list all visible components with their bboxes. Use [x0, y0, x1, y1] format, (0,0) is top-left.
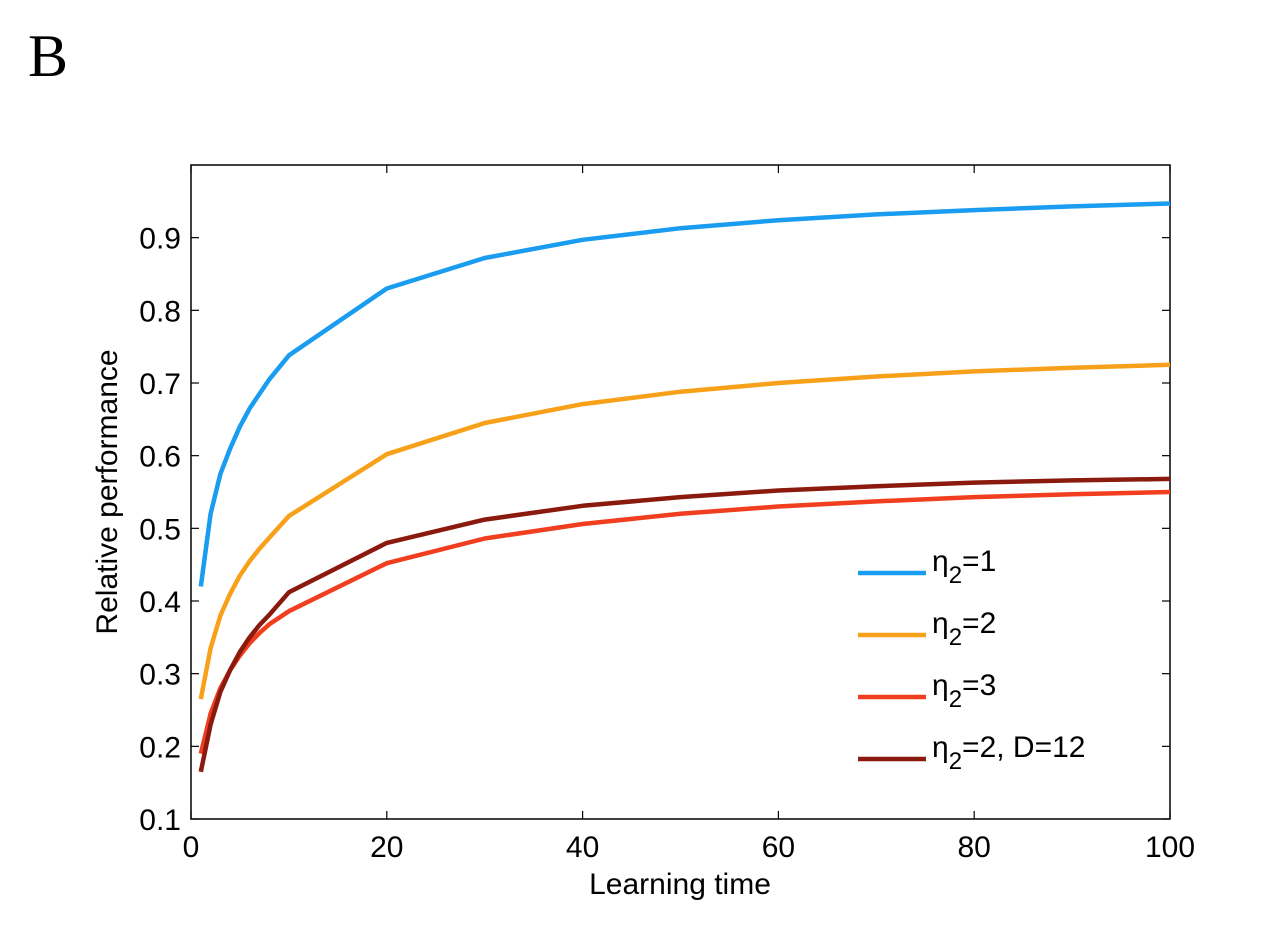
x-tick-label: 0: [183, 831, 200, 864]
panel-label: B: [28, 23, 69, 89]
series-group: [198, 201, 1171, 773]
legend-label: η2=1: [932, 545, 996, 589]
series-line: [198, 476, 1171, 773]
plot-area-frame: [190, 164, 1171, 820]
y-tick-label: 0.9: [139, 223, 181, 256]
y-tick-label: 0.6: [139, 441, 181, 474]
legend-label: η2=3: [932, 669, 996, 713]
x-tick-label: 40: [566, 831, 599, 864]
y-tick-label: 0.8: [139, 295, 181, 328]
y-tick-label: 0.2: [139, 731, 181, 764]
x-tick-label: 100: [1145, 831, 1195, 864]
y-axis-label: Relative performance: [91, 349, 124, 634]
series-line: [198, 201, 1171, 587]
y-tick-label: 0.5: [139, 513, 181, 546]
x-tick-label: 20: [370, 831, 403, 864]
legend-label: η2=2: [932, 607, 996, 651]
y-tick-label: 0.1: [139, 804, 181, 837]
y-axis: 0.1 0.2 0.3 0.4 0.5 0.6 0.7 0.8 0.9: [139, 223, 1170, 837]
x-axis-label: Learning time: [589, 868, 771, 901]
x-tick-label: 80: [958, 831, 991, 864]
series-line: [198, 489, 1171, 755]
y-tick-label: 0.3: [139, 659, 181, 692]
legend-label: η2=2, D=12: [932, 731, 1085, 775]
x-tick-label: 60: [762, 831, 795, 864]
series-line: [198, 362, 1171, 700]
legend: η2=1 η2=2 η2=3 η2=2, D=12: [858, 545, 1085, 775]
y-tick-label: 0.4: [139, 586, 181, 619]
x-axis: 0 20 40 60 80 100: [183, 165, 1195, 864]
y-tick-label: 0.7: [139, 368, 181, 401]
